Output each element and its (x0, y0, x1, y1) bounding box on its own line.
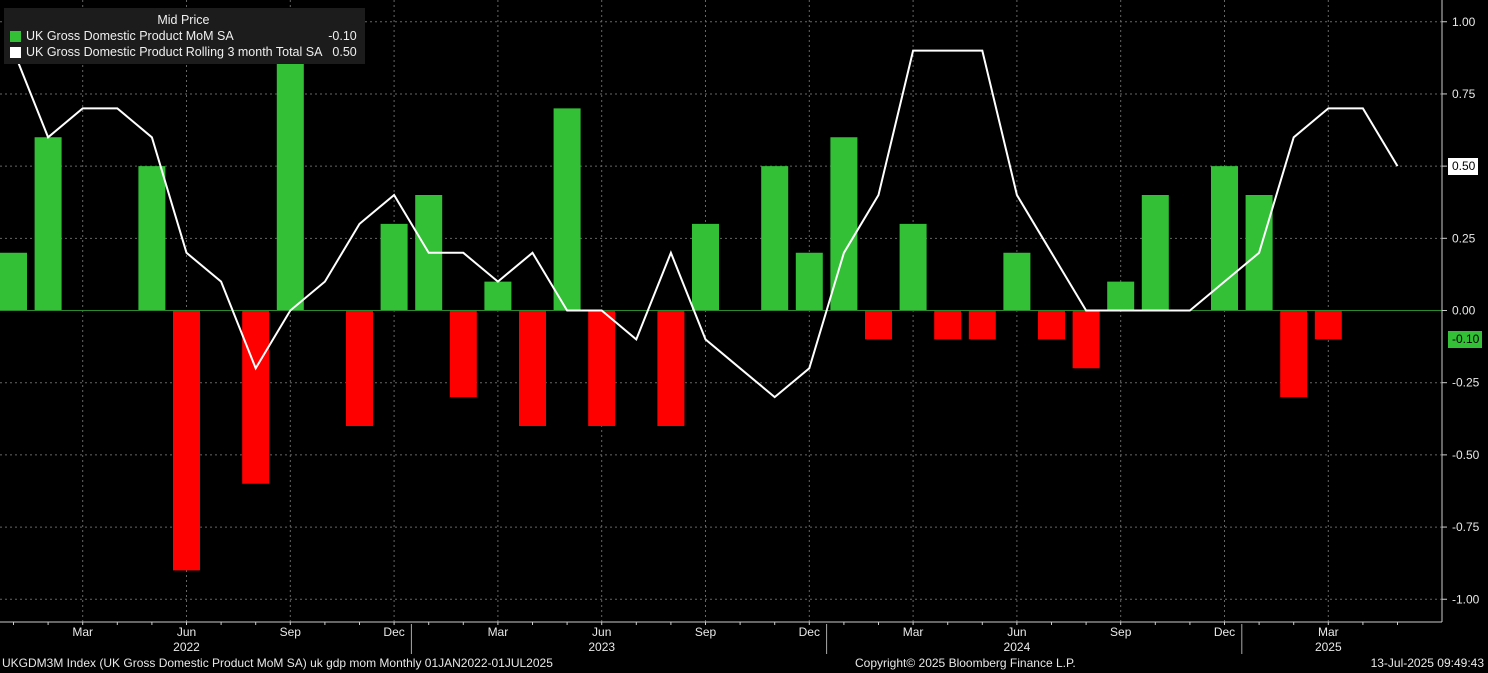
x-tick-label: Sep (280, 625, 302, 639)
bar (1280, 310, 1308, 398)
bar (1038, 310, 1065, 340)
x-tick-label: Jun (1007, 625, 1026, 639)
last-value-label-bar: -0.10 (1448, 331, 1483, 348)
legend-label-rolling: UK Gross Domestic Product Rolling 3 mont… (26, 45, 323, 59)
y-tick-label: 0.75 (1452, 87, 1476, 101)
bar (242, 310, 270, 484)
x-tick-label: Dec (383, 625, 404, 639)
legend-swatch-rolling (10, 46, 21, 58)
x-tick-label: Jun (177, 625, 196, 639)
year-label: 2023 (588, 640, 615, 654)
bar (380, 223, 408, 311)
bar (899, 223, 927, 311)
x-tick-label: Mar (1318, 625, 1339, 639)
bar (588, 310, 616, 426)
line-series (12, 49, 1399, 399)
bar (1003, 252, 1031, 311)
bar (1211, 166, 1238, 311)
year-label: 2024 (1004, 640, 1031, 654)
legend-swatch-mom (10, 30, 21, 42)
bar (692, 223, 719, 311)
bar (484, 281, 512, 311)
y-tick-label: -1.00 (1452, 592, 1480, 606)
y-tick-label: 1.00 (1452, 15, 1476, 29)
axes: 1.00 0.75 0.50 0.25 0.00 -0.25 -0.50 -0.75 -1.00… (0, 0, 1480, 654)
bar (865, 310, 892, 340)
bar (968, 310, 996, 340)
legend-item-rolling: UK Gross Domestic Product Rolling 3 mont… (10, 44, 357, 60)
year-label: 2022 (173, 640, 200, 654)
x-tick-label: Jun (592, 625, 611, 639)
x-tick-label: Dec (799, 625, 820, 639)
y-tick-label: 0.00 (1452, 304, 1476, 318)
bar (795, 252, 823, 311)
legend-item-mom: UK Gross Domestic Product MoM SA -0.10 (10, 28, 357, 44)
x-tick-label: Sep (695, 625, 717, 639)
legend-value-rolling: 0.50 (332, 45, 357, 59)
x-tick-label: Mar (903, 625, 924, 639)
bar (519, 310, 546, 426)
bar (1072, 310, 1100, 369)
footer-source: UKGDM3M Index (UK Gross Domestic Product… (2, 656, 553, 670)
x-tick-label: Sep (1110, 625, 1132, 639)
legend-label-mom: UK Gross Domestic Product MoM SA (26, 29, 234, 43)
bar (449, 310, 477, 398)
chart-legend: Mid Price UK Gross Domestic Product MoM … (4, 8, 365, 64)
bar (346, 310, 373, 426)
y-tick-label: -0.50 (1452, 448, 1480, 462)
bar (0, 252, 27, 311)
x-tick-label: Mar (72, 625, 93, 639)
footer-copyright: Copyright© 2025 Bloomberg Finance L.P. (855, 656, 1076, 670)
bar (1107, 281, 1135, 311)
y-tick-label: 0.25 (1452, 231, 1476, 245)
bar (1141, 195, 1169, 311)
line-path (12, 49, 1399, 399)
bar (1314, 310, 1342, 340)
bar (34, 137, 62, 311)
year-label: 2025 (1315, 640, 1342, 654)
footer-timestamp: 13-Jul-2025 09:49:43 (1370, 656, 1484, 670)
legend-value-mom: -0.10 (328, 29, 357, 43)
y-tick-label: -0.75 (1452, 520, 1480, 534)
bar (173, 310, 200, 571)
bar (657, 310, 685, 426)
bar (553, 108, 581, 311)
x-tick-label: Mar (488, 625, 509, 639)
bar (138, 166, 166, 311)
bar (934, 310, 962, 340)
x-tick-label: Dec (1214, 625, 1235, 639)
bar-series (0, 50, 1442, 571)
bar (276, 50, 304, 311)
last-value-label-line: 0.50 (1448, 158, 1479, 175)
legend-title: Mid Price (157, 13, 210, 27)
y-tick-label: -0.25 (1452, 376, 1480, 390)
bar (761, 166, 789, 311)
